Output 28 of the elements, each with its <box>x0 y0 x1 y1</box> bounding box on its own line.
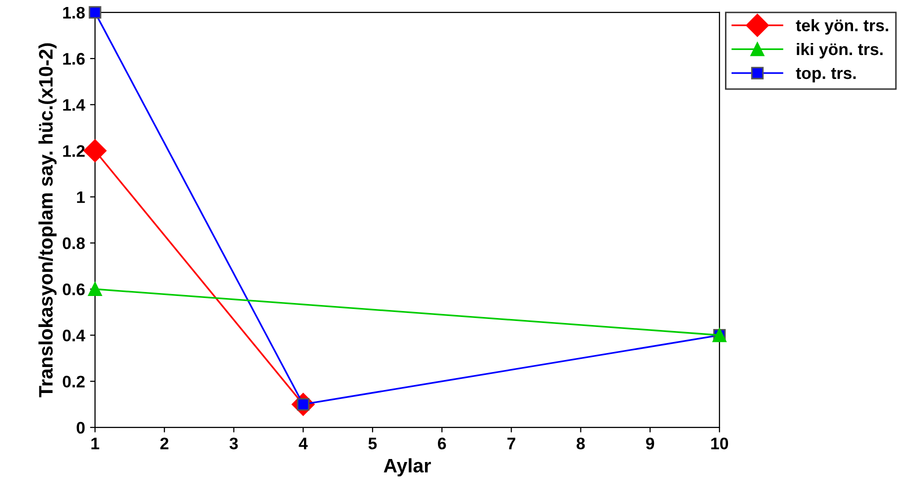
y-tick-label: 0.4 <box>62 330 86 342</box>
y-tick-label: 1.6 <box>63 52 85 65</box>
point <box>84 139 107 162</box>
x-tick-label: 4 <box>298 438 308 450</box>
legend-label: top. trs. <box>796 68 856 82</box>
y-tick-label: 0.6 <box>62 283 85 296</box>
y-tick-label: 0.8 <box>62 237 85 250</box>
point <box>88 6 102 19</box>
y-tick-label: 1.4 <box>63 99 86 111</box>
x-tick-label: 8 <box>576 438 585 450</box>
y-tick-label: 1.2 <box>63 145 85 157</box>
legend-label: tek yön. trs. <box>796 19 888 35</box>
x-tick-label: 9 <box>646 438 654 450</box>
x-tick-label: 7 <box>507 438 516 450</box>
x-tick-label: 10 <box>711 438 728 450</box>
y-tick-label: 1 <box>77 191 85 203</box>
x-tick-label: 6 <box>438 438 446 450</box>
y-axis-title: Translokasyon/toplam say. hüc.(x10-2) <box>38 43 57 398</box>
legend-label: iki yön. trs. <box>796 42 883 58</box>
x-tick-label: 1 <box>91 438 100 450</box>
y-tick-label: 1.8 <box>63 6 85 19</box>
x-tick-label: 2 <box>160 438 168 450</box>
y-tick-label: 0.2 <box>62 376 85 388</box>
x-axis-title: Aylar <box>384 458 431 476</box>
y-tick-label: 0 <box>76 422 85 434</box>
point <box>88 282 102 296</box>
x-tick-label: 5 <box>368 438 377 450</box>
x-tick-label: 3 <box>230 438 238 450</box>
